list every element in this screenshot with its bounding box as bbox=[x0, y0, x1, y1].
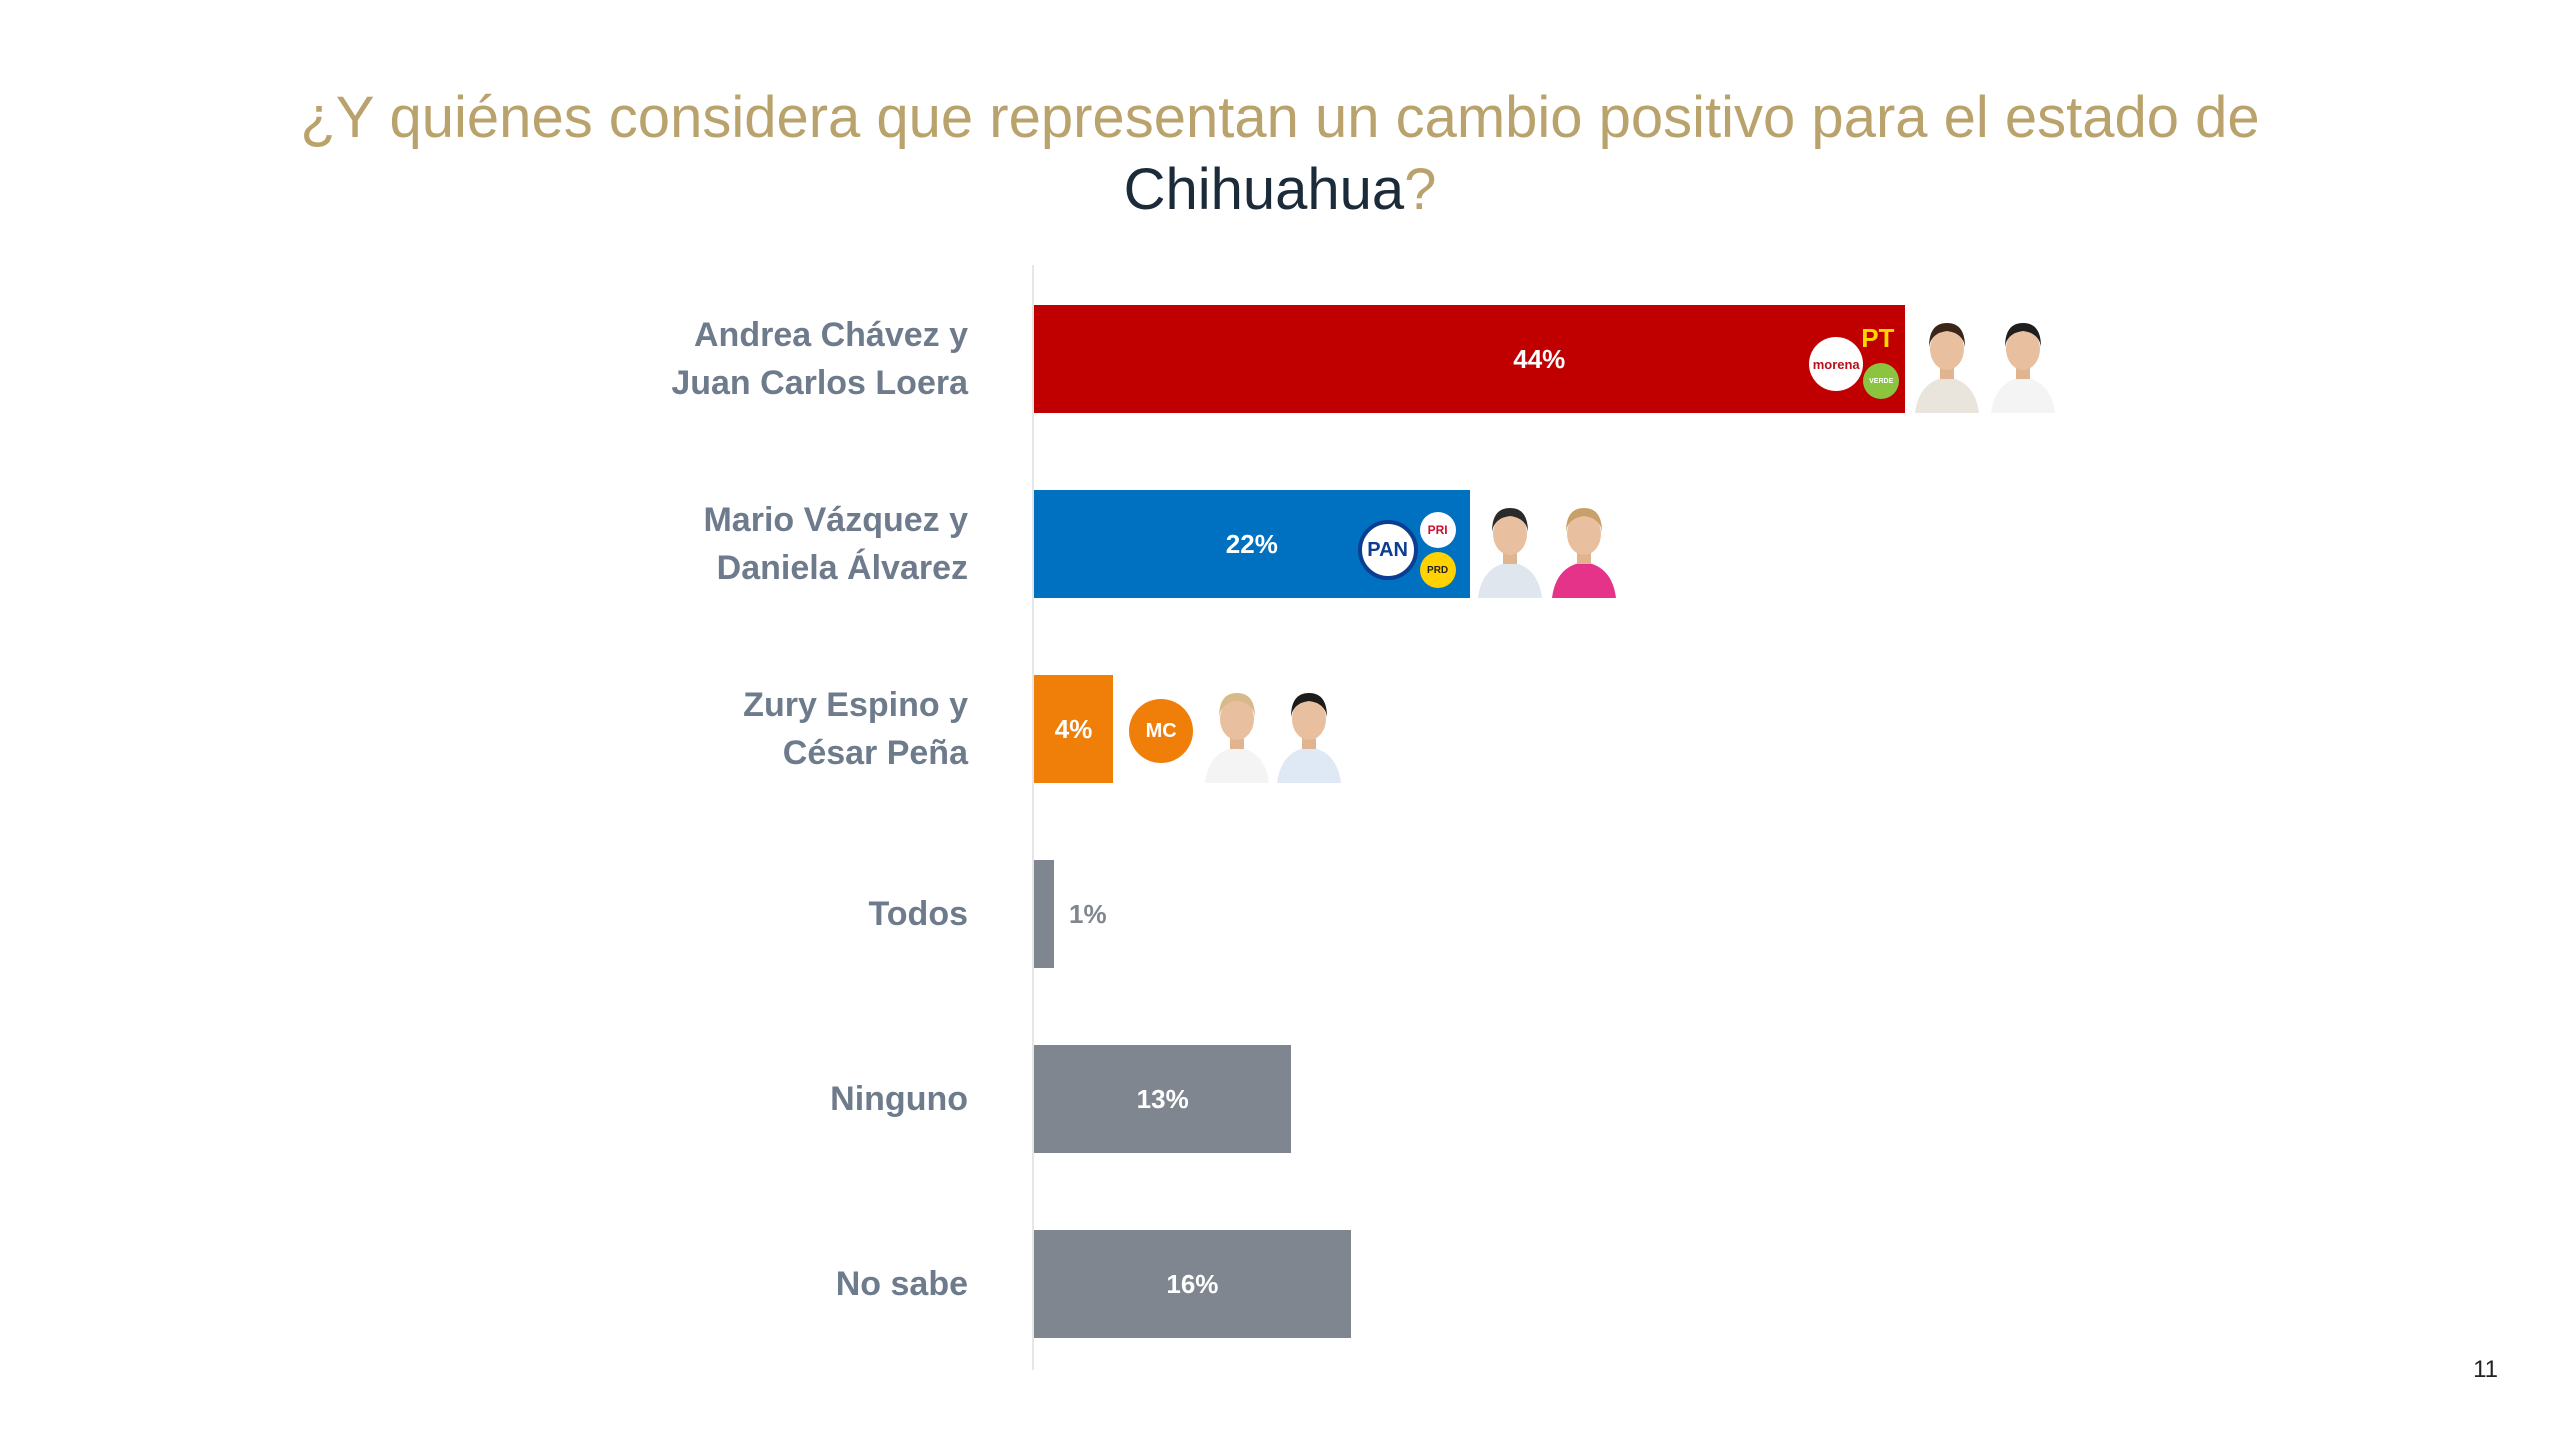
value-label: 22% bbox=[1225, 529, 1278, 559]
category-label: Andrea Chávez y Juan Carlos Loera bbox=[268, 311, 968, 407]
category-label-line: Mario Vázquez y bbox=[703, 501, 968, 539]
pan-logo: PAN bbox=[1357, 520, 1418, 580]
category-label-line: Andrea Chávez y bbox=[694, 316, 968, 354]
title-highlight: Chihuahua bbox=[1123, 157, 1405, 222]
value-label: 13% bbox=[1136, 1084, 1189, 1114]
y-axis-line bbox=[1032, 265, 1034, 1370]
bar bbox=[1034, 305, 1906, 413]
bar bbox=[1034, 860, 1054, 968]
value-label: 4% bbox=[1054, 714, 1093, 744]
category-label: Zury Espino y César Peña bbox=[268, 681, 968, 777]
prd-logo: PRD bbox=[1419, 552, 1456, 588]
bar bbox=[1034, 1230, 1351, 1338]
category-label: No sabe bbox=[268, 1260, 968, 1308]
title-end: ? bbox=[1404, 157, 1437, 222]
category-label: Ninguno bbox=[268, 1075, 968, 1123]
candidate-photo-zury bbox=[1205, 693, 1270, 783]
value-label: 1% bbox=[1069, 899, 1107, 929]
category-label-line: Ninguno bbox=[830, 1080, 968, 1118]
candidate-photo-cesar bbox=[1277, 693, 1342, 783]
category-label: Mario Vázquez y Daniela Álvarez bbox=[268, 496, 968, 592]
bar bbox=[1034, 675, 1114, 783]
category-label: Todos bbox=[268, 890, 968, 938]
title-main: ¿Y quiénes considera que representan un … bbox=[300, 85, 2260, 150]
candidate-photo-andrea bbox=[1915, 323, 1980, 413]
candidate-photo-daniela bbox=[1551, 508, 1616, 598]
page-number: 11 bbox=[2473, 1356, 2498, 1383]
morena-logo: morena bbox=[1809, 337, 1864, 391]
category-label-line: Zury Espino y bbox=[743, 686, 968, 724]
pt-logo: PT bbox=[1861, 323, 1895, 353]
category-label-line: No sabe bbox=[835, 1265, 968, 1303]
chart-title: ¿Y quiénes considera que representan un … bbox=[0, 82, 2560, 226]
verde-logo: VERDE bbox=[1863, 363, 1900, 399]
category-label-line: Daniela Álvarez bbox=[716, 549, 968, 587]
mc-logo: MC bbox=[1129, 699, 1194, 763]
pri-logo: PRI bbox=[1419, 512, 1456, 548]
category-label-line: Juan Carlos Loera bbox=[671, 364, 968, 402]
candidate-photo-juan-carlos bbox=[1991, 323, 2056, 413]
category-label-line: César Peña bbox=[782, 734, 968, 772]
bar bbox=[1034, 1045, 1292, 1153]
value-label: 16% bbox=[1166, 1269, 1219, 1299]
category-label-line: Todos bbox=[868, 895, 968, 933]
candidate-photo-mario bbox=[1477, 508, 1542, 598]
value-label: 44% bbox=[1513, 344, 1566, 374]
